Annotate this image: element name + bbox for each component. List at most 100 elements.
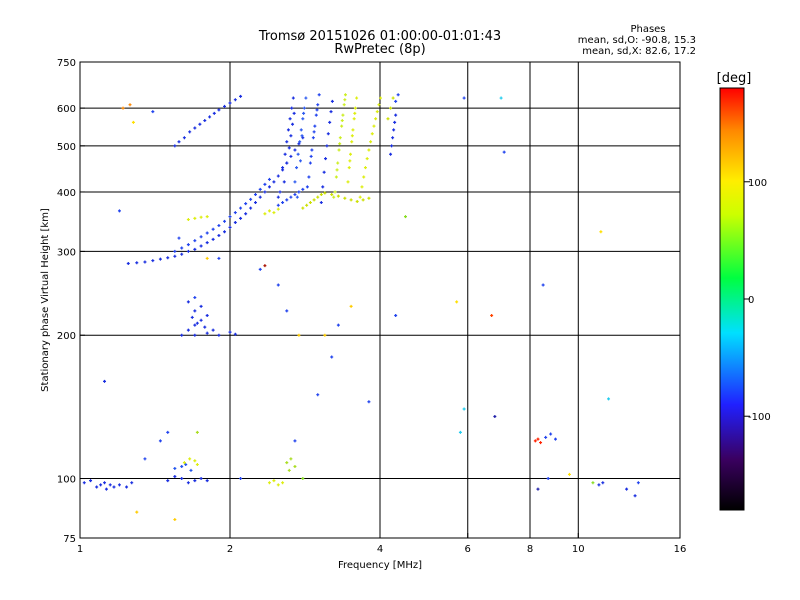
data-point [193,216,197,220]
data-point [186,243,190,247]
data-point [337,148,341,152]
data-point [308,201,312,205]
data-point [195,463,199,467]
data-point [502,150,506,154]
data-point [108,483,112,487]
data-point [301,206,305,210]
data-point [199,477,203,481]
data-point [403,215,407,219]
data-point [347,166,351,170]
data-point [211,328,215,332]
data-point [336,194,340,198]
data-point [130,481,134,485]
data-point [166,430,170,434]
data-point [205,215,209,219]
data-point [314,113,318,117]
data-point [636,481,640,485]
data-point [239,94,243,98]
data-point [312,130,316,134]
data-point [330,99,334,103]
data-point [625,487,629,491]
data-point [458,430,462,434]
data-point [455,300,459,304]
data-point [276,174,280,178]
data-point [601,481,605,485]
data-point [549,432,553,436]
data-point [311,136,315,140]
grid-lines [80,62,680,538]
data-point [193,333,197,337]
data-point [367,196,371,200]
data-point [281,201,285,205]
data-point [287,146,291,150]
data-point [313,124,317,128]
data-point [295,195,299,199]
data-point [332,195,336,199]
data-point [193,323,197,327]
data-point [323,191,327,195]
data-point [99,483,103,487]
data-point [228,215,232,219]
y-tick-label: 600 [57,104,76,115]
x-axis-label: Frequency [MHz] [338,560,422,571]
data-point [198,122,202,126]
phase-stats-o: mean, sd,O: -90.8, 15.3 [578,35,696,46]
data-point [546,477,550,481]
data-point [326,132,330,136]
data-point [330,193,334,197]
data-point [316,393,320,397]
data-point [199,318,203,322]
colorbar-ticks: 100 0 -100 [719,87,771,511]
x-tick-label: 16 [674,544,687,555]
data-point [321,185,325,189]
data-point [290,106,294,110]
data-point [389,152,393,156]
data-point [295,166,299,170]
data-point [287,468,291,472]
data-point [173,144,177,148]
data-point [263,212,267,216]
data-point [249,197,253,201]
data-point [267,185,271,189]
data-point [353,106,357,110]
data-point [328,120,332,124]
data-point [633,494,637,498]
data-point [186,328,190,332]
data-point [205,256,209,260]
data-point [263,264,267,268]
data-point [369,140,373,144]
data-point [249,206,253,210]
data-point [180,246,184,250]
data-point [281,166,285,170]
data-point [135,510,139,514]
data-point [285,461,289,465]
data-point [180,477,184,481]
data-point [293,439,297,443]
data-point [310,148,314,152]
colorbar-frame [719,87,745,511]
data-point [131,120,135,124]
data-point [333,190,337,194]
data-point [182,461,186,465]
data-point [158,257,162,261]
data-point [544,435,548,439]
data-point [316,195,320,199]
data-point [319,201,323,205]
data-point [288,117,292,121]
data-point [336,161,340,165]
data-point [143,457,147,461]
data-point [389,106,393,110]
colorbar-tick-label: -100 [748,412,771,423]
data-point [297,190,301,194]
data-point [307,175,311,179]
data-point [392,128,396,132]
axis-ticks: 1 2 4 6 8 10 16 75 100 200 300 400 500 600 750 [57,58,686,555]
data-point [177,236,181,240]
data-point [117,209,121,213]
data-point [341,113,345,117]
data-point [349,198,353,202]
data-point [173,474,177,478]
data-point [541,283,545,287]
data-point [348,159,352,163]
data-point [360,185,364,189]
